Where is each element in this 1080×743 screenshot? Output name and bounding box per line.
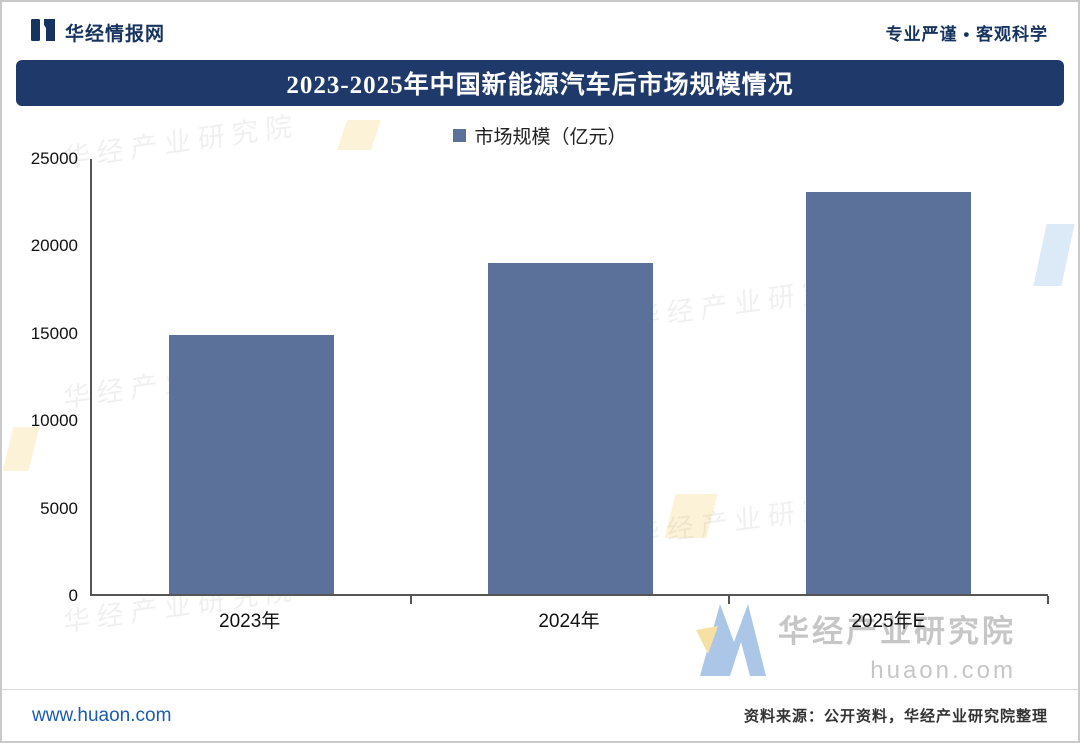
- legend: 市场规模（亿元）: [2, 122, 1078, 149]
- x-axis-label: 2023年: [219, 611, 281, 632]
- website-link[interactable]: www.huaon.com: [32, 704, 172, 726]
- brand: 华经情报网: [30, 16, 165, 49]
- y-axis-tick-label: 0: [68, 586, 78, 605]
- source-text: 资料来源：公开资料，华经产业研究院整理: [743, 708, 1048, 725]
- bar-group: [92, 159, 412, 604]
- bar-chart: 0 5000 10000 15000 20000 25000 2023年 2024年 2025…: [30, 149, 1049, 633]
- bar-group: [729, 159, 1049, 604]
- y-axis-tick-label: 5000: [40, 498, 78, 518]
- y-axis: 0 5000 10000 15000 20000 25000: [30, 149, 90, 605]
- x-axis-label: 2024年: [538, 611, 600, 632]
- watermark-corner-site: huaon.com: [870, 657, 1016, 684]
- bar-2024年: [487, 263, 653, 594]
- bar-2023年: [168, 334, 334, 594]
- chart-title: 2023-2025年中国新能源汽车后市场规模情况: [286, 72, 794, 99]
- legend-marker: [453, 129, 467, 142]
- header: 华经情报网 专业严谨 • 客观科学: [2, 2, 1078, 52]
- y-axis-tick-label: 10000: [30, 411, 78, 431]
- y-axis-tick-label: 25000: [30, 149, 78, 168]
- x-axis-label: 2025年E: [851, 611, 926, 632]
- legend-label: 市场规模（亿元）: [474, 127, 627, 148]
- y-axis-tick-label: 20000: [30, 236, 78, 256]
- brand-name: 华经情报网: [65, 23, 166, 45]
- header-tagline: 专业严谨 • 客观科学: [885, 24, 1048, 44]
- brand-logo-icon: [30, 16, 56, 49]
- footer: www.huaon.com 资料来源：公开资料，华经产业研究院整理: [2, 689, 1078, 741]
- y-axis-tick-label: 15000: [30, 323, 78, 343]
- bar-group: [411, 159, 731, 604]
- plot-area: [90, 159, 1049, 604]
- bar-2025年E: [806, 192, 972, 594]
- title-banner: 2023-2025年中国新能源汽车后市场规模情况: [16, 60, 1064, 106]
- x-axis: 2023年 2024年 2025年E: [90, 596, 1048, 633]
